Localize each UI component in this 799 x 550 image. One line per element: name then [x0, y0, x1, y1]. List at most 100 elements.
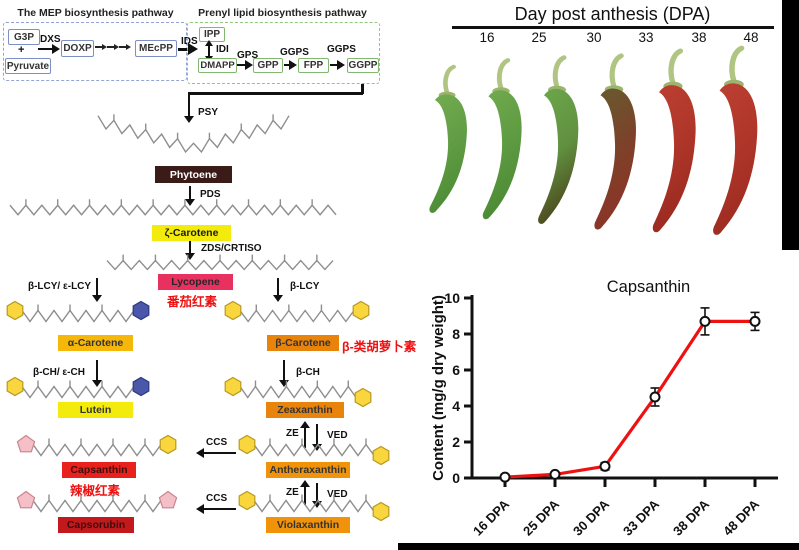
compound-label-beta-carotene: β-Carotene: [267, 335, 339, 351]
molecule-svg: [238, 434, 390, 466]
chart-x-tick-label: 16 DPA: [470, 496, 513, 539]
arrow-ch-left: [92, 360, 102, 387]
chart-data-point: [699, 315, 711, 327]
chart-series-line: [504, 319, 755, 479]
pepper-image-48dpa: [702, 42, 768, 244]
chart-y-tick-label: 2: [452, 434, 460, 450]
pepper-svg: [594, 53, 636, 230]
chart-x-tick-label: 30 DPA: [570, 496, 613, 539]
enzyme-label-pds: PDS: [200, 189, 221, 200]
molecule-structure-zeta-carotene: [8, 196, 338, 224]
compound-box-mecpp: MEcPP: [135, 40, 177, 57]
molecule-svg: [6, 300, 150, 323]
arrow-ved-down-1: [312, 424, 322, 451]
arrow-lcy-right: [273, 278, 283, 302]
pepper-body: [538, 88, 579, 224]
pepper-body: [429, 94, 467, 213]
arrow-pds: [185, 186, 195, 206]
compound-box-pyruvate: Pyruvate: [5, 58, 51, 74]
compound-box-dmapp: DMAPP: [198, 58, 237, 73]
dpa-label-33: 33: [638, 30, 654, 45]
molecule-svg: [16, 490, 178, 513]
pepper-body: [594, 88, 636, 230]
enzyme-label-ved-2: VED: [327, 489, 348, 500]
connector-line-horizontal: [188, 92, 363, 95]
compound-label-antheraxanthin: Antheraxanthin: [266, 462, 350, 478]
pepper-stem: [729, 45, 745, 84]
prenyl-pathway-title: Prenyl lipid biosynthesis pathway: [198, 7, 367, 19]
arrow-ved-down-2: [312, 483, 322, 508]
dpa-panel-title: Day post anthesis (DPA): [514, 4, 711, 24]
arrow-ze-up-2: [300, 480, 310, 505]
black-bar-bottom: [398, 543, 799, 550]
molecule-structure-capsanthin: [15, 432, 179, 468]
compound-label-lutein: Lutein: [58, 402, 133, 418]
arrow-zds: [185, 241, 195, 260]
connector-line-vertical: [361, 84, 364, 94]
compound-label-lycopene: Lycopene: [158, 274, 233, 290]
molecule-structure-lycopene: [105, 252, 335, 278]
compound-label-alpha-carotene: α-Carotene: [58, 335, 133, 351]
chart-x-tick-label: 48 DPA: [720, 496, 763, 539]
annotation-beta-carotene-chinese: β-类胡萝卜素: [342, 340, 417, 354]
pepper-svg: [538, 55, 579, 224]
compound-box-gpp: GPP: [253, 58, 283, 73]
chart-data-point: [549, 468, 561, 480]
pepper-image-25dpa: [473, 55, 531, 227]
molecule-svg: [97, 114, 290, 154]
pepper-stem: [496, 58, 511, 91]
chart-data-point: [499, 471, 511, 483]
enzyme-label-ze-2: ZE: [286, 487, 299, 498]
chart-data-point: [749, 315, 761, 327]
enzyme-label-lcy-right: β-LCY: [290, 281, 320, 292]
annotation-lycopene-chinese: 番茄红素: [167, 295, 218, 309]
enzyme-label-ggps-2: GGPS: [327, 44, 356, 55]
molecule-structure-antheraxanthin: [236, 432, 392, 468]
compound-label-zeta-carotene: ζ-Carotene: [152, 225, 231, 241]
prenyl-pathway-box: [187, 22, 380, 84]
dpa-label-25: 25: [531, 30, 547, 45]
chart-data-point: [649, 391, 661, 403]
pepper-stem: [443, 64, 456, 95]
dpa-label-48: 48: [743, 30, 759, 45]
compound-box-fpp: FPP: [298, 58, 329, 73]
chart-y-axis-label: Content (mg/g dry weight): [430, 295, 447, 481]
pepper-image-16dpa: [420, 62, 476, 220]
chart-title: Capsanthin: [607, 278, 690, 296]
arrow-ids: [178, 43, 198, 55]
enzyme-label-ch-left: β-CH/ ε-CH: [33, 367, 85, 378]
arrow-ccs-2: [196, 504, 236, 514]
molecule-structure-alpha-carotene: [4, 298, 152, 334]
molecule-svg: [224, 300, 370, 323]
compound-box-ggpp: GGPP: [347, 58, 379, 73]
capsanthin-chart: 0 2 4 6 8 10 16 DPA 25 DPA 30 DPA 33 DPA 38 DPA 48 …: [430, 268, 782, 550]
enzyme-label-ved-1: VED: [327, 430, 348, 441]
enzyme-label-lcy-left: β-LCY/ ε-LCY: [28, 281, 92, 292]
molecule-structure-zeaxanthin: [222, 372, 374, 412]
mep-pathway-title: The MEP biosynthesis pathway: [17, 7, 174, 19]
molecule-svg: [6, 376, 150, 399]
arrow-ze-up-1: [300, 421, 310, 448]
pepper-image-30dpa: [528, 52, 588, 232]
arrow-lcy-left: [92, 278, 102, 302]
molecule-svg: [238, 490, 390, 522]
arrow-fpp-to-ggpp: [330, 60, 345, 70]
black-bar-right: [782, 0, 799, 250]
molecule-structure-violaxanthin: [236, 488, 392, 524]
molecule-svg: [9, 199, 337, 216]
arrow-ccs-1: [196, 448, 236, 458]
pepper-svg: [713, 45, 758, 235]
mep-pathway-box: [3, 22, 187, 81]
chart-y-tick-label: 10: [444, 290, 460, 306]
molecule-structure-capsorubin: [15, 488, 179, 524]
enzyme-label-ids: IDS: [181, 36, 198, 47]
enzyme-label-idi: IDI: [216, 44, 229, 55]
compound-box-g3p: G3P: [8, 29, 40, 45]
plus-sign: +: [18, 44, 25, 56]
compound-label-violaxanthin: Violaxanthin: [266, 517, 350, 533]
chart-y-tick-label: 4: [452, 398, 460, 414]
arrow-psy: [184, 94, 194, 123]
chart-data-point: [599, 460, 611, 472]
pepper-body: [482, 90, 522, 220]
pepper-body: [652, 85, 696, 233]
